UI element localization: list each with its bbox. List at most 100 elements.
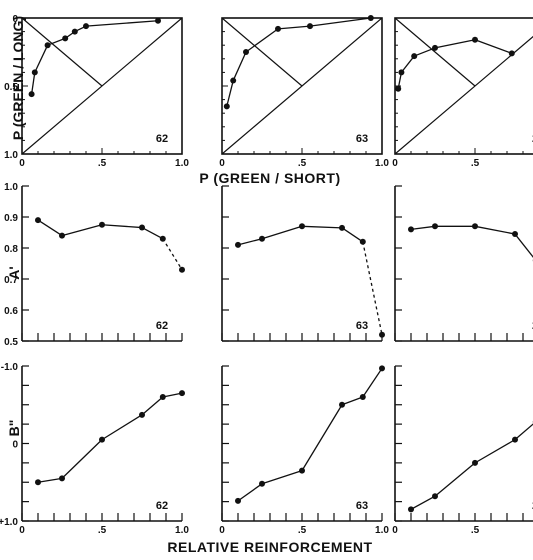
series-segment [434, 39, 476, 49]
series-segment [34, 44, 49, 73]
x-tick-label: .5 [98, 158, 107, 169]
roc-x-axis-label: P (GREEN / SHORT) [199, 170, 341, 186]
panel-subject-label: 2 [532, 320, 533, 332]
series-segment [474, 439, 516, 464]
panel-subject-label: 62 [156, 500, 168, 512]
series-segment [85, 20, 159, 27]
data-point [179, 266, 185, 273]
y-tick-label: 0.6 [4, 306, 18, 317]
data-point [307, 23, 313, 30]
series-segment [301, 404, 343, 471]
x-tick-label: 1.0 [375, 158, 389, 169]
series-segment-dashed [162, 238, 183, 271]
data-point [139, 224, 145, 231]
y-tick-label: 0 [12, 14, 18, 25]
data-point [432, 493, 438, 500]
panel-aprime-62: 1.0 0.9 0.8 0.7 0.6 0.5 62 [4, 182, 185, 348]
data-point [59, 232, 65, 239]
data-point [35, 479, 41, 486]
data-point [179, 390, 185, 397]
y-tick-label: 0.5 [4, 337, 18, 348]
x-tick-label: 1.0 [175, 525, 189, 536]
data-point [432, 44, 438, 51]
data-point [159, 235, 166, 242]
series-segment-dashed [362, 241, 383, 335]
data-point [512, 436, 518, 443]
series-segment [362, 367, 383, 398]
x-tick-label: 0 [219, 158, 225, 169]
series-segment [277, 25, 311, 30]
x-tick-label: 0 [219, 525, 225, 536]
data-point [235, 497, 241, 504]
panel-frame [394, 17, 533, 155]
negative-diagonal [21, 17, 103, 87]
series-segment [341, 227, 364, 243]
negative-diagonal [221, 17, 303, 87]
series-segment [101, 224, 143, 229]
data-point [339, 401, 345, 408]
series-segment [410, 225, 436, 231]
series-segment [237, 483, 263, 502]
series-segment [341, 396, 364, 406]
panel-bpp-63: 0 .5 1.0 63 [219, 365, 389, 536]
data-point [398, 69, 405, 76]
y-tick-label: 0 [12, 440, 18, 451]
x-tick-label: 0 [392, 158, 398, 169]
data-point [28, 91, 35, 98]
series-segment [261, 470, 303, 485]
y-tick-label: 0.8 [4, 244, 18, 255]
aprime-y-axis-label: A' [6, 266, 22, 280]
series-segment [474, 225, 516, 235]
data-point [408, 226, 414, 233]
series-segment [309, 17, 371, 27]
y-tick-label: 1.0 [4, 182, 18, 193]
data-point [71, 28, 78, 35]
series-segment [37, 477, 63, 483]
bpp-y-axis-label: B" [6, 419, 22, 437]
x-tick-label: .5 [298, 158, 307, 169]
data-point [367, 15, 374, 21]
roc-y-axis-label: P (GREEN / LONG) [10, 15, 26, 141]
data-point [159, 394, 166, 400]
data-point [339, 224, 345, 231]
data-point [379, 365, 385, 372]
series-segment [141, 226, 164, 240]
data-point [432, 223, 438, 230]
data-point [299, 467, 305, 474]
panel-roc-63: 0 .5 1.0 63 [219, 15, 389, 169]
data-point [275, 25, 281, 32]
data-point [155, 17, 161, 24]
data-point [235, 241, 241, 248]
y-tick-label: 0.5 [4, 82, 18, 93]
panel-subject-label: 63 [356, 500, 368, 512]
chance-diagonal [394, 35, 533, 155]
panel-aprime-2: 2 [394, 185, 533, 342]
data-point [299, 223, 305, 230]
panel-subject-label: 62 [156, 133, 168, 145]
data-point [83, 23, 89, 30]
data-point [230, 77, 237, 84]
data-point [472, 36, 478, 43]
series-segment [413, 47, 436, 57]
y-tick-label: 1.0 [4, 150, 18, 161]
series-segment [245, 28, 279, 53]
series-segment [101, 414, 143, 441]
series-segment [61, 439, 103, 479]
series-segment [61, 224, 103, 237]
x-tick-label: .5 [471, 525, 480, 536]
data-point [44, 42, 51, 49]
data-point [408, 506, 414, 513]
x-tick-label: .5 [298, 525, 307, 536]
x-tick-label: 0 [19, 158, 25, 169]
series-segment [47, 37, 66, 46]
x-tick-label: 1.0 [375, 525, 389, 536]
series-segment [30, 72, 36, 95]
series-segment [400, 55, 415, 73]
series-segment [301, 225, 343, 229]
series-segment [514, 423, 533, 441]
panel-aprime-63: 63 [221, 185, 385, 342]
data-point [508, 50, 515, 57]
data-point [99, 221, 105, 228]
data-point [379, 331, 385, 338]
